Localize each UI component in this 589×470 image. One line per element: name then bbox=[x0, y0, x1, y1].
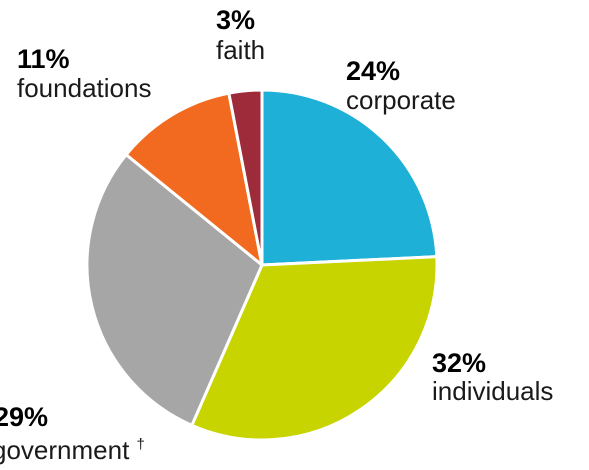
pie-slice-individuals bbox=[190, 255, 439, 442]
slice-percent-foundations: 11% bbox=[17, 44, 70, 74]
label-foundations: 11% foundations bbox=[17, 44, 151, 103]
slice-category-faith: faith bbox=[216, 35, 265, 65]
label-government: 29% government † bbox=[0, 402, 145, 465]
pie-slice-faith bbox=[227, 88, 264, 267]
slice-percent-faith: 3% bbox=[216, 5, 255, 35]
slice-category-corporate: corporate bbox=[346, 85, 456, 115]
label-corporate: 24% corporate bbox=[346, 56, 456, 115]
slice-percent-corporate: 24% bbox=[346, 56, 400, 86]
slice-category-government: government † bbox=[0, 435, 145, 465]
slice-category-individuals: individuals bbox=[432, 376, 553, 406]
pie-slices bbox=[85, 88, 439, 442]
pie-slice-corporate bbox=[260, 88, 439, 267]
pie-slice-foundations bbox=[124, 91, 264, 267]
slice-percent-individuals: 32% bbox=[432, 348, 486, 378]
slice-percent-government: 29% bbox=[0, 402, 48, 432]
label-faith: 3% faith bbox=[216, 5, 265, 65]
label-individuals: 32% individuals bbox=[432, 348, 553, 406]
footnote-mark: † bbox=[137, 436, 145, 453]
pie-slice-government bbox=[85, 153, 264, 427]
slice-category-foundations: foundations bbox=[17, 73, 151, 103]
